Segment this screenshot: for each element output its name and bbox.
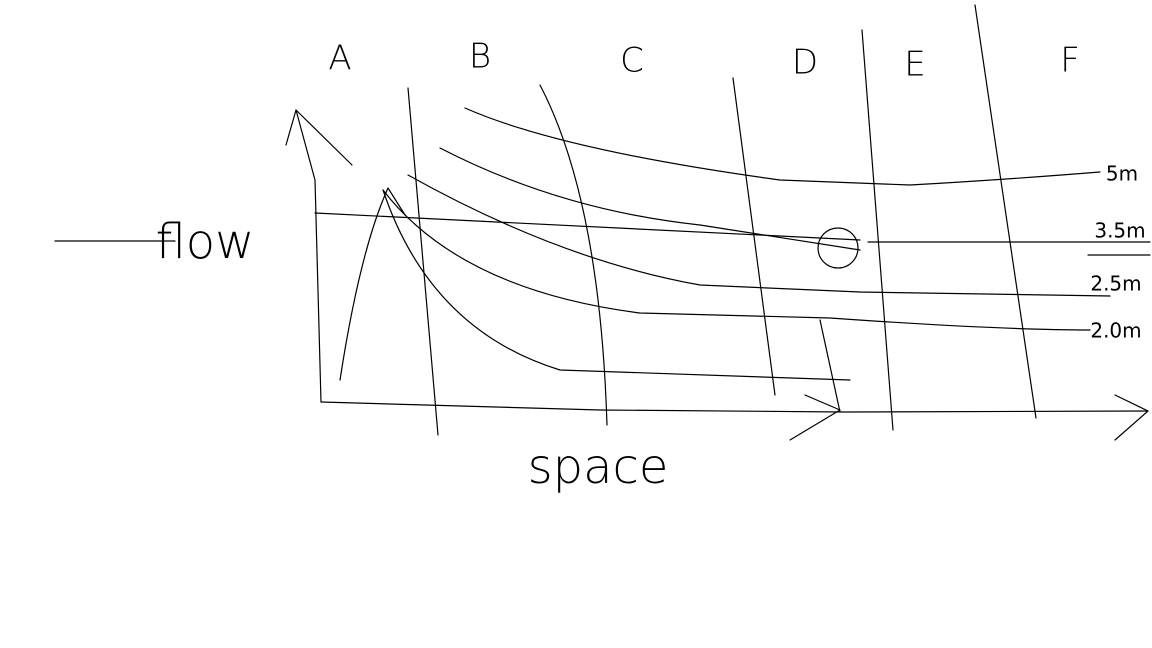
- divider: [407, 87, 439, 436]
- x-axis: [320, 401, 1149, 413]
- column-label: C: [620, 41, 644, 81]
- divider: [539, 84, 608, 426]
- divider: [819, 319, 841, 413]
- divider: [861, 29, 894, 431]
- curve: [407, 174, 1111, 297]
- column-label: D: [792, 43, 818, 83]
- curve: [314, 212, 1151, 243]
- curve: [382, 189, 851, 381]
- divider: [974, 4, 1037, 419]
- peak: [339, 187, 406, 381]
- column-label: E: [904, 45, 925, 85]
- x-arrow: [789, 394, 1149, 441]
- divider: [732, 77, 776, 396]
- column-label: F: [1060, 41, 1080, 81]
- y-axis: [295, 109, 322, 403]
- curve-label: 2.5m: [1090, 272, 1141, 296]
- column-label: A: [328, 39, 351, 79]
- curve-label: 5m: [1106, 162, 1138, 186]
- y-arrow: [285, 109, 353, 166]
- curve-label: 3.5m: [1094, 219, 1145, 243]
- curve: [439, 147, 861, 251]
- x-axis-label: space: [528, 439, 669, 495]
- curve: [382, 189, 1091, 331]
- y-axis-label: flow: [156, 214, 255, 270]
- curve-label: 2.0m: [1090, 319, 1141, 343]
- curve: [464, 107, 1101, 186]
- loop: [817, 227, 859, 269]
- column-label: B: [469, 37, 491, 77]
